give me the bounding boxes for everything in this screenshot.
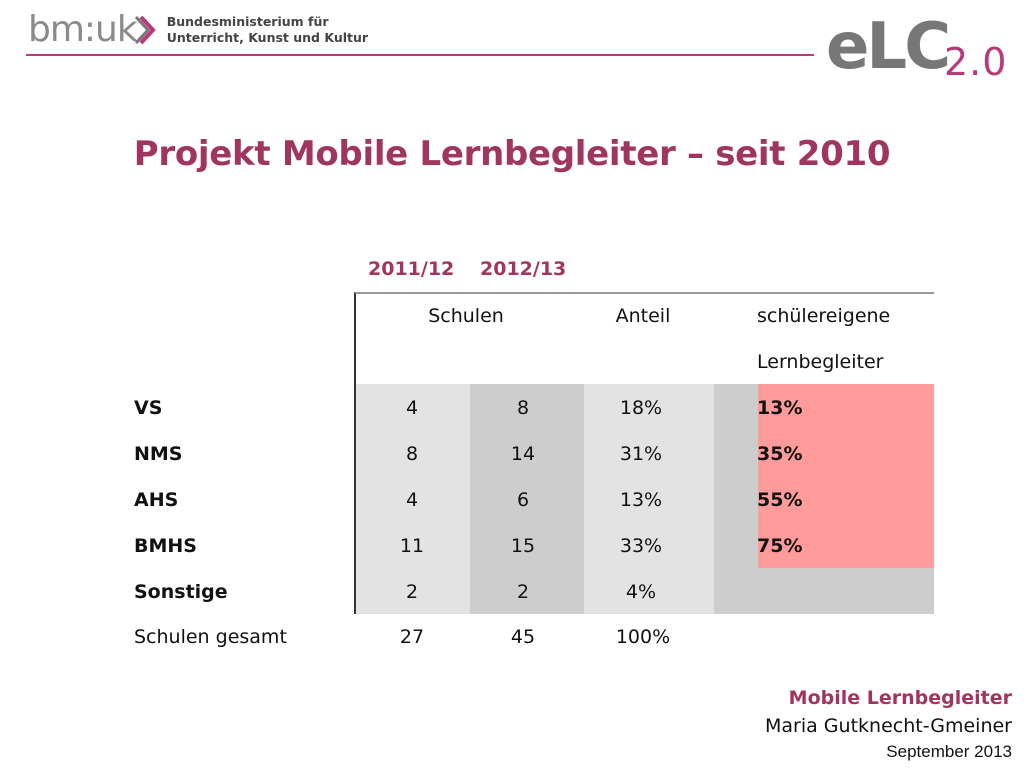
cell-nms-2012: 14	[510, 443, 536, 465]
col-2011-bg	[356, 384, 470, 614]
year-header-2012: 2012/13	[480, 258, 567, 280]
col-gap-bg	[714, 384, 758, 614]
col-eigene-sonstige-bg	[758, 568, 934, 614]
cell-ahs-anteil: 13%	[619, 489, 663, 511]
cell-total-2011: 27	[399, 626, 425, 648]
col-2012-bg	[470, 384, 584, 614]
ministry-name-line2: Unterricht, Kunst und Kultur	[166, 30, 369, 45]
col-eigene-highlight	[758, 384, 934, 568]
data-table	[354, 292, 934, 614]
cell-nms-2011: 8	[405, 443, 419, 465]
elc-logo-version: 2.0	[944, 40, 1008, 84]
cell-bmhs-eigene: 75%	[757, 535, 803, 557]
cell-nms-anteil: 31%	[619, 443, 663, 465]
header-divider	[26, 54, 814, 56]
row-label-vs: VS	[134, 397, 163, 419]
footer-topic: Mobile Lernbegleiter	[788, 687, 1012, 709]
elc-logo-main: eLC	[826, 10, 951, 84]
row-label-total: Schulen gesamt	[134, 626, 287, 648]
cell-sonstige-2011: 2	[405, 581, 419, 603]
slide-title: Projekt Mobile Lernbegleiter – seit 2010	[133, 134, 891, 174]
col-header-schuelereigene: schülereigene	[757, 305, 891, 327]
cell-sonstige-anteil: 4%	[625, 581, 657, 603]
row-label-bmhs: BMHS	[134, 535, 197, 557]
footer-date: September 2013	[886, 742, 1012, 761]
cell-sonstige-2012: 2	[516, 581, 530, 603]
col-header-anteil: Anteil	[615, 305, 671, 327]
cell-bmhs-2011: 11	[399, 535, 425, 557]
cell-nms-eigene: 35%	[757, 443, 803, 465]
cell-vs-2011: 4	[405, 397, 419, 419]
row-label-nms: NMS	[134, 443, 183, 465]
cell-vs-2012: 8	[516, 397, 530, 419]
cell-ahs-2012: 6	[516, 489, 530, 511]
cell-vs-eigene: 13%	[757, 397, 803, 419]
col-anteil-bg	[584, 384, 714, 614]
cell-ahs-2011: 4	[405, 489, 419, 511]
elc-logo: eLC 2.0	[826, 10, 1006, 84]
cell-ahs-eigene: 55%	[757, 489, 803, 511]
col-header-lernbegleiter: Lernbegleiter	[757, 351, 884, 373]
row-label-ahs: AHS	[134, 489, 179, 511]
footer-author: Maria Gutknecht-Gmeiner	[765, 715, 1012, 737]
cell-vs-anteil: 18%	[619, 397, 663, 419]
ministry-name: Bundesministerium für Unterricht, Kunst …	[167, 14, 368, 46]
chevron-logo-icon	[134, 13, 157, 47]
row-label-sonstige: Sonstige	[134, 581, 228, 603]
bmuk-logo-mark-text: bm:uk	[28, 9, 138, 50]
cell-bmhs-anteil: 33%	[619, 535, 663, 557]
cell-bmhs-2012: 15	[510, 535, 536, 557]
bmuk-logo-mark: bm:uk	[28, 9, 138, 50]
col-header-schulen: Schulen	[428, 305, 504, 327]
cell-total-2012: 45	[510, 626, 536, 648]
cell-total-anteil: 100%	[615, 626, 671, 648]
year-header-2011: 2011/12	[368, 258, 455, 280]
bmuk-logo: bm:uk Bundesministerium für Unterricht, …	[28, 10, 368, 50]
ministry-name-line1: Bundesministerium für	[166, 14, 329, 29]
